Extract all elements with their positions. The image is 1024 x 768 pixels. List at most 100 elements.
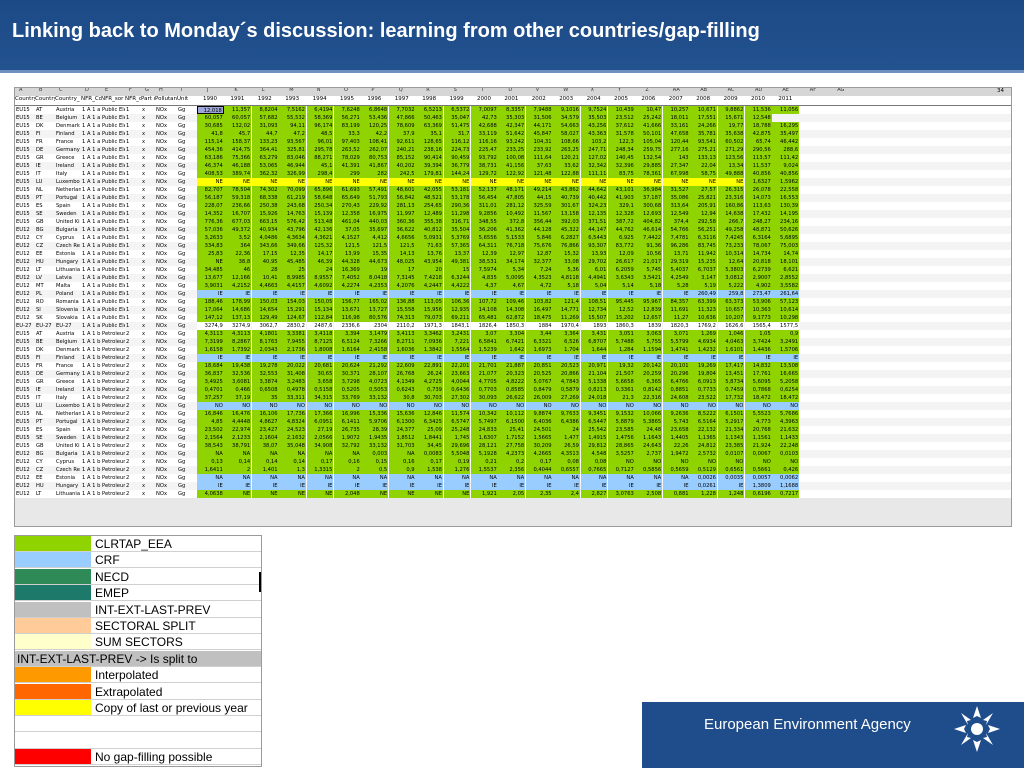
value-cell[interactable]: 0,0057 — [745, 474, 772, 482]
value-cell[interactable]: 8,9557 — [306, 274, 334, 282]
row-label-cell[interactable]: 1 A 1 b — [82, 435, 101, 441]
value-cell[interactable]: 0,4701 — [197, 386, 224, 394]
value-cell[interactable]: 0,003 — [361, 450, 389, 458]
value-cell[interactable]: 93,567 — [279, 138, 306, 146]
row-label-cell[interactable]: NOx — [156, 251, 168, 257]
row-label-cell[interactable]: x — [142, 115, 146, 121]
row-label-cell[interactable]: EU15 — [16, 395, 30, 401]
value-cell[interactable]: 84,357 — [662, 298, 690, 306]
row-label-cell[interactable]: 1 — [126, 147, 130, 153]
value-cell[interactable]: 0,5205 — [334, 386, 361, 394]
value-cell[interactable]: NO — [717, 402, 745, 410]
row-label-cell[interactable]: NOx — [156, 403, 168, 409]
value-cell[interactable]: 5,18 — [553, 282, 580, 290]
value-cell[interactable]: 4,7705 — [471, 378, 498, 386]
value-cell[interactable]: 23,502 — [197, 426, 224, 434]
value-cell[interactable]: 1,1343 — [717, 434, 745, 442]
row-label-cell[interactable]: Hungary — [56, 259, 79, 265]
value-cell[interactable]: 4,3513 — [553, 450, 580, 458]
row-label-cell[interactable]: x — [142, 195, 146, 201]
value-cell[interactable]: 39,394 — [416, 162, 443, 170]
value-cell[interactable]: 63,373 — [717, 298, 745, 306]
row-label-cell[interactable]: HU — [36, 259, 44, 265]
column-letter[interactable]: AA — [672, 87, 680, 93]
value-cell[interactable]: 7,6248 — [334, 106, 361, 114]
row-label-cell[interactable]: Gg — [178, 419, 186, 425]
value-cell[interactable]: 392,03 — [553, 218, 580, 226]
value-cell[interactable]: 15,291 — [279, 306, 306, 314]
value-cell[interactable]: 144,24 — [443, 170, 471, 178]
value-cell[interactable]: 364,41 — [251, 146, 279, 154]
value-cell[interactable]: 271,29 — [717, 146, 745, 154]
value-cell[interactable]: 37,257 — [197, 394, 224, 402]
value-cell[interactable]: 120,21 — [553, 154, 580, 162]
value-cell[interactable]: 247,71 — [580, 146, 608, 154]
row-label-cell[interactable]: EU12 — [16, 235, 30, 241]
row-label-cell[interactable]: Gg — [178, 491, 186, 497]
value-cell[interactable]: 1,538 — [416, 466, 443, 474]
value-cell[interactable]: 16,846 — [197, 410, 224, 418]
value-cell[interactable]: 2 — [334, 466, 361, 474]
row-label-cell[interactable]: Gg — [178, 299, 186, 305]
value-cell[interactable]: 22,248 — [772, 442, 800, 450]
value-cell[interactable]: 12,09 — [608, 250, 635, 258]
value-cell[interactable]: 4,6656 — [388, 234, 416, 242]
value-cell[interactable]: 3,0763 — [608, 490, 635, 498]
value-cell[interactable]: 20,259 — [635, 370, 663, 378]
row-label-cell[interactable]: 1 — [126, 275, 130, 281]
row-label-cell[interactable]: EU12 — [16, 451, 30, 457]
row-label-cell[interactable]: x — [142, 179, 146, 185]
row-label-cell[interactable]: 1 A 1 a — [82, 307, 101, 313]
value-cell[interactable]: 121,5 — [361, 242, 389, 250]
value-cell[interactable]: IE — [251, 290, 279, 298]
value-cell[interactable]: 0,6196 — [745, 490, 772, 498]
row-label-cell[interactable]: NOx — [156, 435, 168, 441]
row-label-cell[interactable]: 1 — [126, 291, 130, 297]
value-cell[interactable]: 43,862 — [553, 186, 580, 194]
row-label-cell[interactable]: 1 — [126, 307, 130, 313]
value-cell[interactable]: 7,24 — [525, 266, 553, 274]
value-cell[interactable]: 125,32 — [306, 242, 334, 250]
value-cell[interactable]: 25,821 — [690, 194, 717, 202]
row-label-cell[interactable]: x — [142, 411, 146, 417]
value-cell[interactable]: 13,677 — [197, 274, 224, 282]
row-label-cell[interactable]: IT — [36, 395, 41, 401]
value-cell[interactable]: 18,472 — [745, 394, 772, 402]
row-label-cell[interactable]: Gg — [178, 203, 186, 209]
value-cell[interactable]: 3,304 — [498, 330, 526, 338]
row-label-cell[interactable]: x — [142, 459, 146, 465]
value-cell[interactable]: 5,28 — [662, 282, 690, 290]
row-label-cell[interactable]: NOx — [156, 411, 168, 417]
value-cell[interactable]: IE — [251, 354, 279, 362]
value-cell[interactable]: 38,543 — [197, 442, 224, 450]
value-cell[interactable]: 36,779 — [443, 162, 471, 170]
value-cell[interactable]: IE — [388, 354, 416, 362]
value-cell[interactable]: 4,3621 — [306, 234, 334, 242]
value-cell[interactable]: NA — [279, 474, 306, 482]
row-label-cell[interactable]: Gg — [178, 467, 186, 473]
row-label-cell[interactable]: Public Ele — [102, 315, 125, 321]
row-label-cell[interactable]: Estonia — [56, 251, 76, 257]
row-label-cell[interactable]: Gg — [178, 179, 186, 185]
value-cell[interactable]: 326,99 — [279, 170, 306, 178]
row-label-cell[interactable]: NOx — [156, 211, 168, 217]
value-cell[interactable]: 45,7 — [224, 130, 252, 138]
value-cell[interactable]: 663,15 — [251, 218, 279, 226]
row-label-cell[interactable]: NOx — [156, 395, 168, 401]
row-label-cell[interactable]: 1 A 1 a — [82, 235, 101, 241]
value-cell[interactable]: 32,536 — [224, 370, 252, 378]
row-label-cell[interactable]: EU12 — [16, 315, 30, 321]
value-cell[interactable]: 7,4245 — [717, 234, 745, 242]
value-cell[interactable]: 356,44 — [525, 218, 553, 226]
value-cell[interactable]: 277,16 — [662, 146, 690, 154]
value-cell[interactable]: 78,029 — [334, 154, 361, 162]
value-cell[interactable]: NA — [224, 474, 252, 482]
value-cell[interactable]: IE — [471, 354, 498, 362]
row-label-cell[interactable]: NOx — [156, 275, 168, 281]
value-cell[interactable]: 0,9 — [772, 330, 800, 338]
value-cell[interactable]: 60,057 — [197, 114, 224, 122]
row-label-cell[interactable]: x — [142, 107, 146, 113]
row-label-cell[interactable]: France — [56, 139, 74, 145]
value-cell[interactable]: 15,926 — [251, 210, 279, 218]
row-label-cell[interactable]: 1 A 1 a — [82, 267, 101, 273]
